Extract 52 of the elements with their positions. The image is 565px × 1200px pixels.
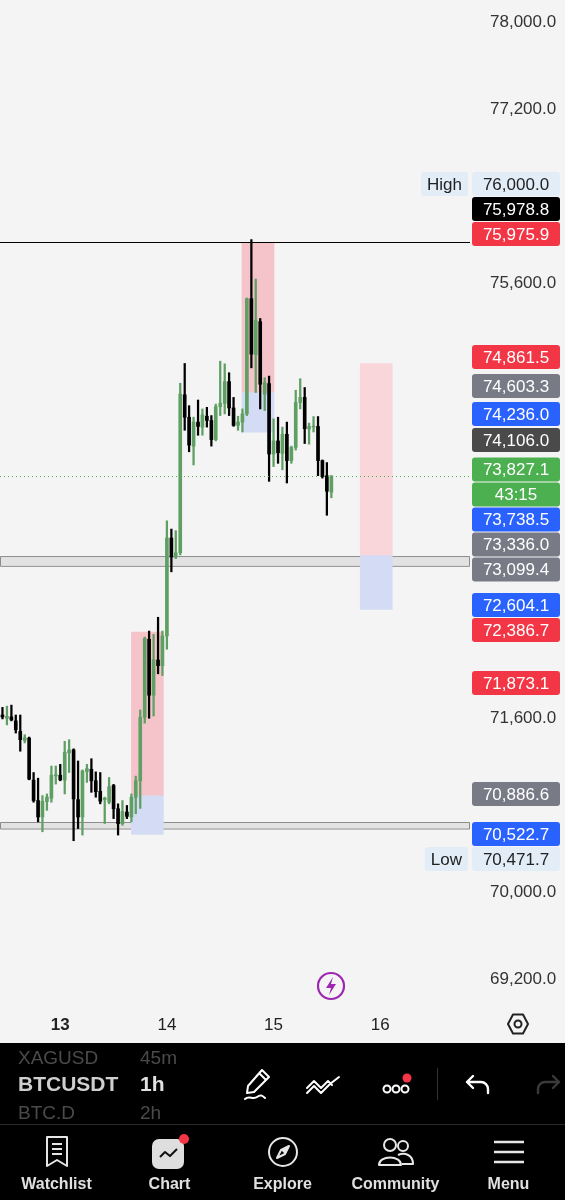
candlestick bbox=[316, 416, 320, 477]
candlestick bbox=[147, 630, 151, 719]
text: 2h bbox=[140, 1101, 162, 1125]
candlestick bbox=[267, 375, 271, 482]
text: Chart bbox=[147, 1174, 192, 1194]
text: 45m bbox=[140, 1046, 177, 1070]
text: 74,236.0 bbox=[482, 404, 550, 424]
text: 73,099.4 bbox=[482, 560, 550, 580]
x-tick-label: 16 bbox=[370, 1014, 390, 1034]
bar bbox=[359, 363, 393, 556]
candlestick bbox=[125, 805, 129, 819]
text: XAGUSD bbox=[18, 1046, 99, 1070]
y-tick-label: 75,600.0 bbox=[490, 272, 557, 292]
annotation: High bbox=[427, 174, 462, 194]
text: 72,604.1 bbox=[482, 595, 550, 615]
candlestick bbox=[276, 416, 280, 464]
text: 70,886.6 bbox=[482, 784, 550, 804]
candlestick bbox=[5, 705, 9, 726]
text: Watchlist bbox=[20, 1174, 93, 1194]
text: BTC.D bbox=[18, 1101, 75, 1125]
x-tick-label: 14 bbox=[157, 1014, 177, 1034]
text: Explore bbox=[252, 1174, 313, 1194]
text: 43:15 bbox=[494, 485, 538, 505]
text: 74,106.0 bbox=[482, 430, 550, 450]
text: 74,603.3 bbox=[482, 376, 550, 396]
text: 73,738.5 bbox=[482, 510, 550, 530]
y-tick-label: 71,600.0 bbox=[490, 707, 557, 727]
x-tick-label: 15 bbox=[264, 1014, 284, 1034]
text: BTCUSDT bbox=[18, 1071, 119, 1097]
y-tick-label: 69,200.0 bbox=[490, 968, 557, 988]
text: 76,000.0 bbox=[482, 174, 550, 194]
text: 72,386.7 bbox=[482, 620, 550, 640]
y-tick-label: 78,000.0 bbox=[490, 11, 557, 31]
text: 74,861.5 bbox=[482, 347, 550, 367]
text: 70,471.7 bbox=[482, 849, 550, 869]
text: 73,336.0 bbox=[482, 535, 550, 555]
annotation: Low bbox=[430, 849, 463, 869]
text: 70,522.7 bbox=[482, 824, 550, 844]
bar bbox=[359, 554, 393, 610]
text: Menu bbox=[486, 1174, 531, 1194]
y-tick-label: 77,200.0 bbox=[490, 98, 557, 118]
text: Community bbox=[350, 1174, 441, 1194]
text: 71,873.1 bbox=[482, 673, 550, 693]
x-tick-label: 13 bbox=[50, 1014, 70, 1034]
bar bbox=[131, 794, 164, 835]
text: 75,975.9 bbox=[482, 224, 550, 244]
ref-line-label: 73,827.1 bbox=[482, 460, 550, 480]
ref-line-label: 75,978.8 bbox=[482, 199, 550, 219]
candlestick bbox=[156, 616, 160, 675]
text: 1h bbox=[140, 1071, 165, 1097]
y-tick-label: 70,000.0 bbox=[490, 881, 557, 901]
candlestick bbox=[196, 399, 200, 436]
